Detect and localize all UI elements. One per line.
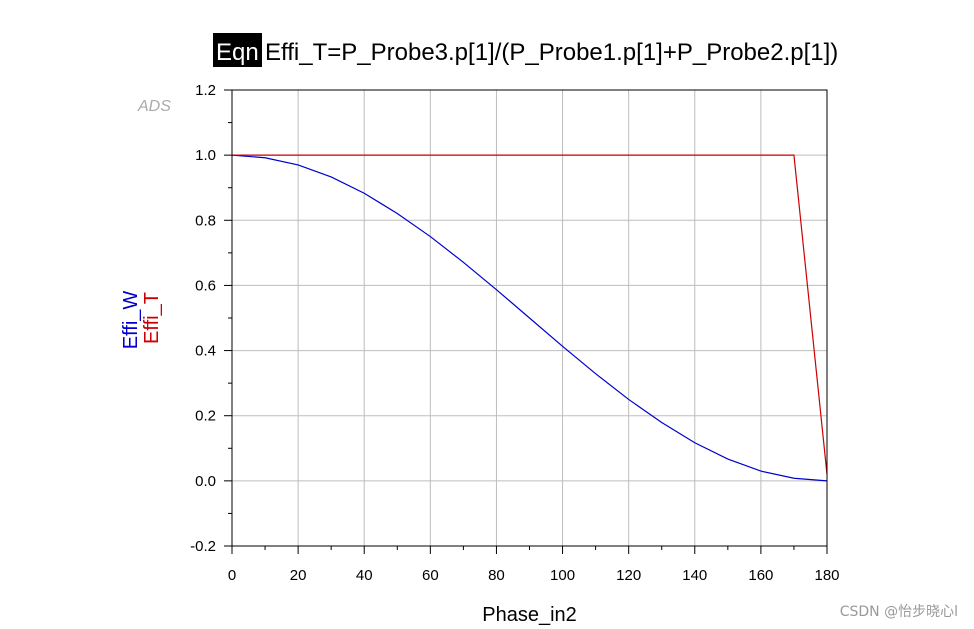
- x-tick-label: 100: [550, 567, 575, 584]
- x-tick-label: 80: [488, 567, 505, 584]
- x-tick-label: 140: [682, 567, 707, 584]
- ads-logo: ADS: [137, 98, 171, 115]
- y-tick-label: 0.2: [195, 408, 216, 425]
- y-label-effi-w: Effi_W: [120, 291, 142, 350]
- x-tick-label: 120: [616, 567, 641, 584]
- y-tick-label: 0.8: [195, 212, 216, 229]
- eqn-tag-background: [213, 33, 262, 67]
- x-tick-label: 160: [748, 567, 773, 584]
- x-tick-label: 20: [290, 567, 307, 584]
- y-tick-label: 0.4: [195, 343, 216, 360]
- x-tick-label: 180: [814, 567, 839, 584]
- x-tick-label: 0: [228, 567, 236, 584]
- y-tick-label: 0.6: [195, 277, 216, 294]
- y-tick-label: 1.2: [195, 82, 216, 99]
- plot-frame: [231, 89, 828, 547]
- y-tick-label: -0.2: [190, 538, 216, 555]
- y-label-effi-t: Effi_T: [141, 292, 163, 344]
- y-tick-label: 0.0: [195, 473, 216, 490]
- series-line-effi-t: [232, 154, 828, 475]
- eqn-tag: Eqn: [216, 39, 259, 66]
- x-tick-label: 40: [356, 567, 373, 584]
- x-tick-label: 60: [422, 567, 439, 584]
- watermark: CSDN @怡步晓心l: [840, 604, 958, 620]
- x-axis-label: Phase_in2: [482, 604, 577, 626]
- series-layer: [231, 154, 828, 482]
- series-line-effi-w: [231, 154, 828, 482]
- ticks: 0 20 40 60 80 100 120 140 160 180 -0.2 0.0 0.2 0.4 0.6…: [190, 82, 839, 584]
- y-tick-label: 1.0: [195, 147, 216, 164]
- eqn-expression: Effi_T=P_Probe3.p[1]/(P_Probe1.p[1]+P_Pr…: [265, 39, 838, 66]
